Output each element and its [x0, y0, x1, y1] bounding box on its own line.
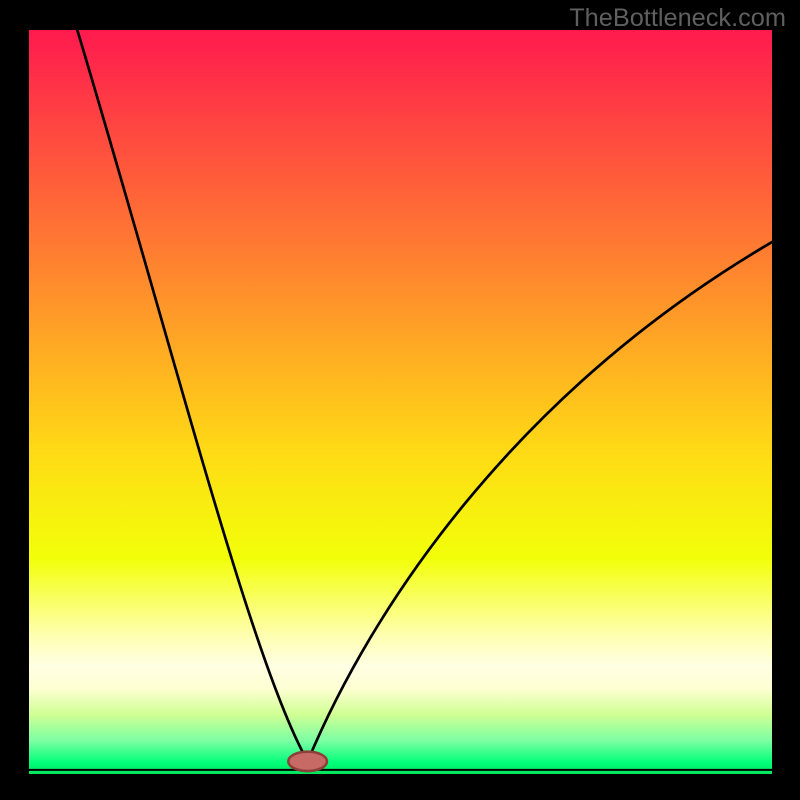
chart-svg — [29, 30, 772, 774]
plot-area — [29, 30, 772, 774]
optimum-marker — [288, 752, 327, 771]
watermark-text: TheBottleneck.com — [569, 4, 786, 33]
figure-root: TheBottleneck.com — [0, 0, 800, 800]
gradient-background — [29, 30, 772, 774]
